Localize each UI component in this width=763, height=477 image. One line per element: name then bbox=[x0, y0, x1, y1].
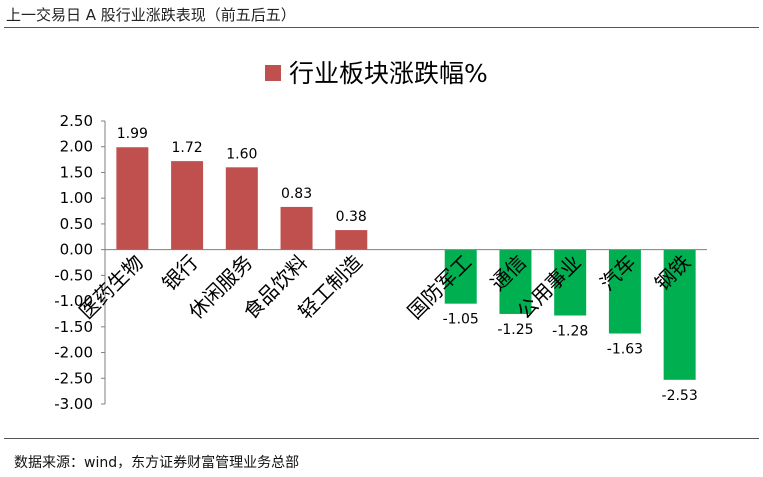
data-labels: 1.99 1.72 1.60 0.83 0.38 -1.05 -1.25 -1.28 -1.63… bbox=[117, 126, 698, 404]
y-tick-label: -1.00 bbox=[54, 292, 93, 310]
category-label: 医药生物 bbox=[74, 250, 148, 324]
bar bbox=[116, 147, 149, 250]
bar-chart: 行业板块涨跌幅% 2.50 2.00 1.50 1.00 0.50 0.00 -0.50 -1… bbox=[54, 59, 707, 413]
category-label: 银行 bbox=[157, 250, 202, 295]
bar bbox=[554, 249, 587, 316]
bar bbox=[663, 249, 696, 380]
top-divider bbox=[4, 27, 759, 28]
data-label: -1.05 bbox=[443, 312, 479, 328]
data-label: 0.83 bbox=[281, 186, 312, 202]
y-tick-label: 2.00 bbox=[60, 138, 93, 156]
legend-label: 行业板块涨跌幅% bbox=[289, 59, 488, 88]
y-tick-label: -2.00 bbox=[54, 344, 93, 362]
bars bbox=[116, 147, 696, 380]
bar bbox=[499, 249, 532, 314]
y-tick-label: -2.50 bbox=[54, 369, 93, 387]
bar bbox=[335, 230, 368, 250]
legend: 行业板块涨跌幅% bbox=[265, 59, 488, 88]
page-title: 上一交易日 A 股行业涨跌表现（前五后五） bbox=[6, 6, 296, 24]
bar bbox=[608, 249, 641, 334]
y-tick-label: 0.00 bbox=[60, 241, 93, 259]
y-tick-label: 0.50 bbox=[60, 215, 93, 233]
bottom-divider bbox=[4, 438, 759, 439]
y-tick-label: -3.00 bbox=[54, 395, 93, 413]
data-label: 1.99 bbox=[117, 126, 148, 142]
bar bbox=[225, 167, 258, 250]
y-tick-label: 1.50 bbox=[60, 163, 93, 181]
bar bbox=[280, 206, 313, 250]
y-tick-label: -0.50 bbox=[54, 266, 93, 284]
y-tick-label: -1.50 bbox=[54, 318, 93, 336]
data-label: -1.25 bbox=[497, 322, 533, 338]
y-tick-label: 1.00 bbox=[60, 189, 93, 207]
data-label: -2.53 bbox=[662, 388, 698, 404]
data-label: -1.28 bbox=[552, 323, 588, 339]
data-label: 1.72 bbox=[172, 140, 203, 156]
y-axis: 2.50 2.00 1.50 1.00 0.50 0.00 -0.50 -1.00 -1.50 -… bbox=[54, 112, 106, 413]
legend-swatch bbox=[265, 65, 281, 81]
data-label: 0.38 bbox=[336, 209, 367, 225]
data-label: -1.63 bbox=[607, 342, 643, 358]
data-label: 1.60 bbox=[226, 146, 257, 162]
y-tick-label: 2.50 bbox=[60, 112, 93, 130]
bar bbox=[171, 161, 204, 250]
bar bbox=[444, 249, 477, 304]
source-note: 数据来源：wind，东方证券财富管理业务总部 bbox=[14, 455, 300, 471]
